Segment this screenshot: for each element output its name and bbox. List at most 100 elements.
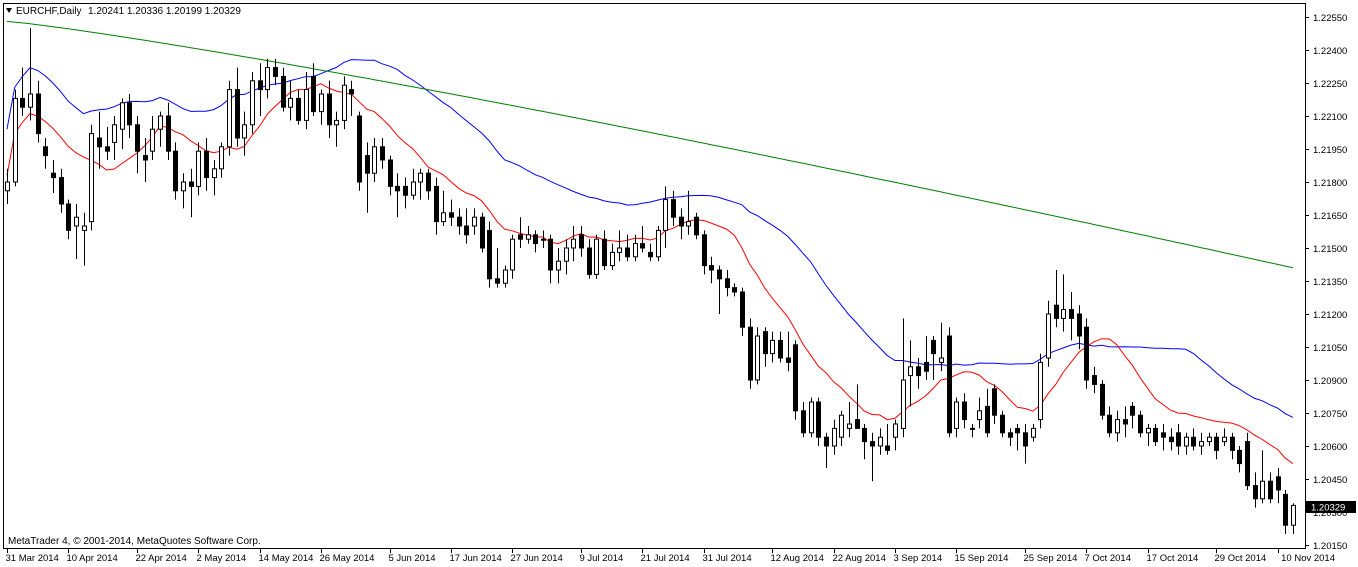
candle (1107, 406, 1112, 438)
y-tick-label: 1.21050 (1313, 343, 1347, 354)
candle-body-bear (189, 181, 194, 187)
y-tick-label: 1.20600 (1313, 442, 1347, 453)
candle (1276, 468, 1281, 504)
candle (5, 168, 10, 204)
candle (258, 63, 263, 116)
candle-body-bear (885, 445, 890, 451)
y-tick-label: 1.21950 (1313, 145, 1347, 156)
candle (579, 226, 584, 257)
candle-body-bull (686, 221, 691, 227)
candle-body-bear (365, 155, 370, 174)
candle-body-bear (931, 339, 936, 355)
candle-body-bear (702, 234, 707, 267)
candle (793, 340, 798, 420)
candle (770, 331, 775, 363)
candle-body-bear (166, 115, 171, 152)
candle (334, 111, 339, 147)
candle-body-bull (878, 436, 883, 447)
candle (189, 168, 194, 218)
candle-body-bear (449, 212, 454, 218)
y-tick-label: 1.20300 (1313, 508, 1347, 519)
candle (112, 116, 117, 160)
header-ohlc: 1.20241 1.20336 1.20199 1.20329 (88, 6, 241, 17)
candle-body-bear (1069, 309, 1074, 319)
x-tick-label: 10 Apr 2014 (67, 553, 118, 564)
candle-body-bull (656, 229, 661, 258)
candle-body-bear (97, 137, 102, 148)
candle-body-bull (250, 80, 255, 126)
candle (1054, 270, 1059, 328)
candle-body-bear (1153, 427, 1158, 443)
candle (212, 160, 217, 196)
candle-body-bear (1092, 375, 1097, 385)
candle-body-bull (571, 238, 576, 249)
candle-body-bull (304, 89, 309, 121)
candle (349, 80, 354, 116)
candle-body-bear (1161, 432, 1166, 438)
candle (740, 287, 745, 336)
candle-body-bull (893, 423, 898, 438)
candle-body-bull (770, 339, 775, 355)
candle (763, 327, 768, 367)
candle (1123, 406, 1128, 438)
candle (541, 230, 546, 248)
candle-body-bear (1283, 493, 1288, 526)
candle-body-bear (640, 243, 645, 249)
candle (1100, 380, 1105, 420)
plot-frame (3, 3, 1306, 549)
candle (43, 138, 48, 169)
candle (281, 67, 286, 112)
candle (441, 190, 446, 226)
y-tick-label: 1.22100 (1313, 112, 1347, 123)
candle (786, 331, 791, 372)
y-tick-label: 1.20150 (1313, 541, 1347, 552)
x-tick-label: 17 Jun 2014 (450, 553, 502, 564)
y-tick-label: 1.21500 (1313, 244, 1347, 255)
candle-body-bear (1176, 432, 1181, 447)
candle (725, 270, 730, 297)
candle (602, 230, 607, 270)
candle (1191, 428, 1196, 451)
candle-body-bear (1214, 436, 1219, 451)
candle-body-bull (227, 89, 232, 148)
candle-body-bear (870, 441, 875, 447)
y-tick-label: 1.20900 (1313, 376, 1347, 387)
candle-body-bear (20, 97, 25, 108)
candle-body-bear (66, 203, 71, 231)
candle (947, 327, 952, 438)
x-tick-label: 7 Oct 2014 (1085, 553, 1131, 564)
collapse-triangle-icon[interactable] (6, 8, 12, 13)
header-symbol: EURCHF,Daily (16, 6, 82, 17)
y-tick-label: 1.22400 (1313, 46, 1347, 57)
candle (135, 116, 140, 174)
candle-body-bear (457, 216, 462, 227)
moving-average-line (6, 20, 1294, 269)
candle-body-bear (296, 97, 301, 121)
candle-body-bear (273, 67, 278, 77)
candle-body-bull (617, 247, 622, 253)
candle-body-bear (740, 291, 745, 328)
candle (1153, 424, 1158, 446)
candle (1092, 366, 1097, 394)
candle (954, 397, 959, 438)
candle-body-bear (327, 93, 332, 126)
candle (839, 410, 844, 446)
candle-body-bear (992, 388, 997, 416)
candle-body-bear (824, 436, 829, 447)
candle-body-bull (82, 225, 87, 231)
x-tick-label: 27 Jun 2014 (511, 553, 563, 564)
candle-body-bear (947, 335, 952, 434)
candle-body-bear (143, 155, 148, 161)
candle-body-bull (832, 427, 837, 447)
candle-body-bear (311, 75, 316, 113)
candle (1000, 410, 1005, 438)
candle (992, 384, 997, 424)
candle-body-bear (648, 251, 653, 258)
candle (610, 243, 615, 270)
candle-body-bear (480, 216, 485, 249)
candle (962, 393, 967, 429)
candle (939, 322, 944, 372)
candle (564, 239, 569, 275)
candle (457, 208, 462, 235)
